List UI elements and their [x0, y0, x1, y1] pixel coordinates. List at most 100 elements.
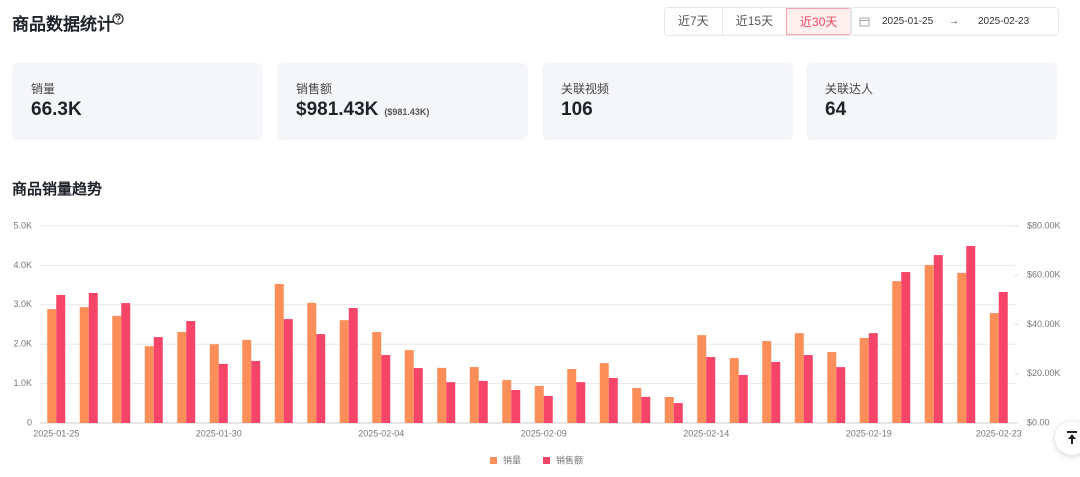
bar [153, 337, 163, 423]
bar [404, 350, 414, 423]
bar [868, 333, 878, 423]
legend-swatch [543, 457, 551, 464]
legend-label: 销量 [503, 454, 521, 465]
x-tick-label: 2025-02-23 [976, 428, 1022, 438]
bar [112, 315, 122, 423]
date-separator: → [949, 16, 959, 27]
stat-card: 销售额 $981.43K ($981.43K) [277, 63, 528, 140]
help-icon[interactable] [112, 13, 124, 25]
bar [209, 344, 219, 423]
legend-label: 销售额 [556, 454, 583, 465]
bar [706, 357, 716, 423]
back-to-top[interactable] [1055, 421, 1080, 455]
bar [88, 292, 98, 423]
bar [771, 361, 781, 423]
chart: 0 1.0K 2.0K 3.0K 4.0K 5.0K $0.00 $20.00K $40.00K… [13, 220, 1061, 465]
bar [738, 374, 748, 423]
bar [803, 355, 813, 423]
calendar-icon [859, 17, 870, 27]
bar [567, 369, 577, 423]
bar [413, 368, 423, 423]
y2-tick-label: $80.00K [1027, 220, 1061, 230]
page-title: 商品数据统计 [12, 15, 114, 34]
bar [316, 334, 326, 423]
bar [186, 321, 196, 423]
bar [599, 363, 609, 423]
bar [673, 403, 683, 423]
bar [998, 291, 1008, 423]
bar [478, 380, 488, 423]
range-tabs: 近7天 近15天 近30天 [664, 7, 853, 36]
bar [381, 355, 391, 423]
card-value: 64 [825, 99, 847, 120]
y2-tick-label: $40.00K [1027, 319, 1061, 329]
bar [892, 281, 902, 423]
bar [924, 265, 934, 423]
date-end: 2025-02-23 [978, 16, 1030, 27]
bar [437, 367, 447, 423]
y2-tick-label: $20.00K [1027, 368, 1061, 378]
bar [762, 341, 772, 423]
bar [576, 382, 586, 423]
card-value: 66.3K [31, 99, 82, 120]
x-tick-label: 2025-02-14 [683, 428, 729, 438]
bar [901, 272, 911, 423]
y-tick-label: 3.0K [13, 299, 32, 309]
range-tab[interactable]: 近30天 [786, 8, 852, 35]
stat-card: 关联视频 106 [542, 63, 793, 140]
y-tick-label: 5.0K [13, 220, 32, 230]
bar [859, 337, 869, 423]
card-label: 销售额 [296, 82, 333, 96]
bar [372, 331, 382, 423]
bar [307, 302, 317, 423]
card-value: 106 [561, 99, 593, 120]
back-to-top-icon [1067, 431, 1077, 444]
y2-tick-label: $0.00 [1027, 417, 1050, 427]
legend-swatch [490, 457, 497, 464]
y-tick-label: 1.0K [13, 378, 32, 388]
bar [989, 313, 999, 423]
bar [534, 385, 544, 423]
bar [729, 357, 739, 423]
bar [348, 308, 358, 423]
bar [47, 309, 57, 423]
bar [608, 377, 618, 423]
bar [502, 380, 512, 423]
y-tick-label: 2.0K [13, 339, 32, 349]
card-label: 关联视频 [561, 82, 610, 96]
bar [827, 352, 837, 423]
bar [56, 294, 66, 423]
bar [511, 390, 521, 423]
y-tick-label: 0 [27, 417, 32, 427]
card-label: 销量 [31, 82, 56, 96]
bar [543, 395, 553, 423]
bar [339, 320, 349, 423]
bar [632, 387, 642, 423]
bar [283, 319, 293, 423]
bar [664, 396, 674, 423]
bar [966, 245, 976, 423]
bar [144, 346, 154, 423]
bar [218, 363, 228, 423]
bar [274, 283, 284, 423]
card-sub: ($981.43K) [384, 107, 430, 117]
stat-card: 销量 66.3K [12, 63, 263, 140]
bar [957, 272, 967, 423]
bar [836, 367, 846, 423]
bar [251, 360, 261, 423]
bar [177, 331, 187, 423]
bar [242, 339, 252, 423]
y-tick-label: 4.0K [13, 260, 32, 270]
card-value-wrap: $981.43K ($981.43K) [296, 99, 429, 121]
x-tick-label: 2025-02-09 [521, 428, 567, 438]
range-tab[interactable]: 近15天 [721, 8, 786, 35]
bar [469, 367, 479, 423]
bar [446, 382, 456, 423]
range-tab[interactable]: 近7天 [678, 14, 709, 28]
date-picker[interactable]: 2025-01-25 → 2025-02-23 [850, 7, 1059, 36]
bar [79, 307, 89, 423]
bar [933, 255, 943, 423]
stat-card: 关联达人 64 [806, 63, 1057, 140]
y2-tick-label: $60.00K [1027, 270, 1061, 280]
